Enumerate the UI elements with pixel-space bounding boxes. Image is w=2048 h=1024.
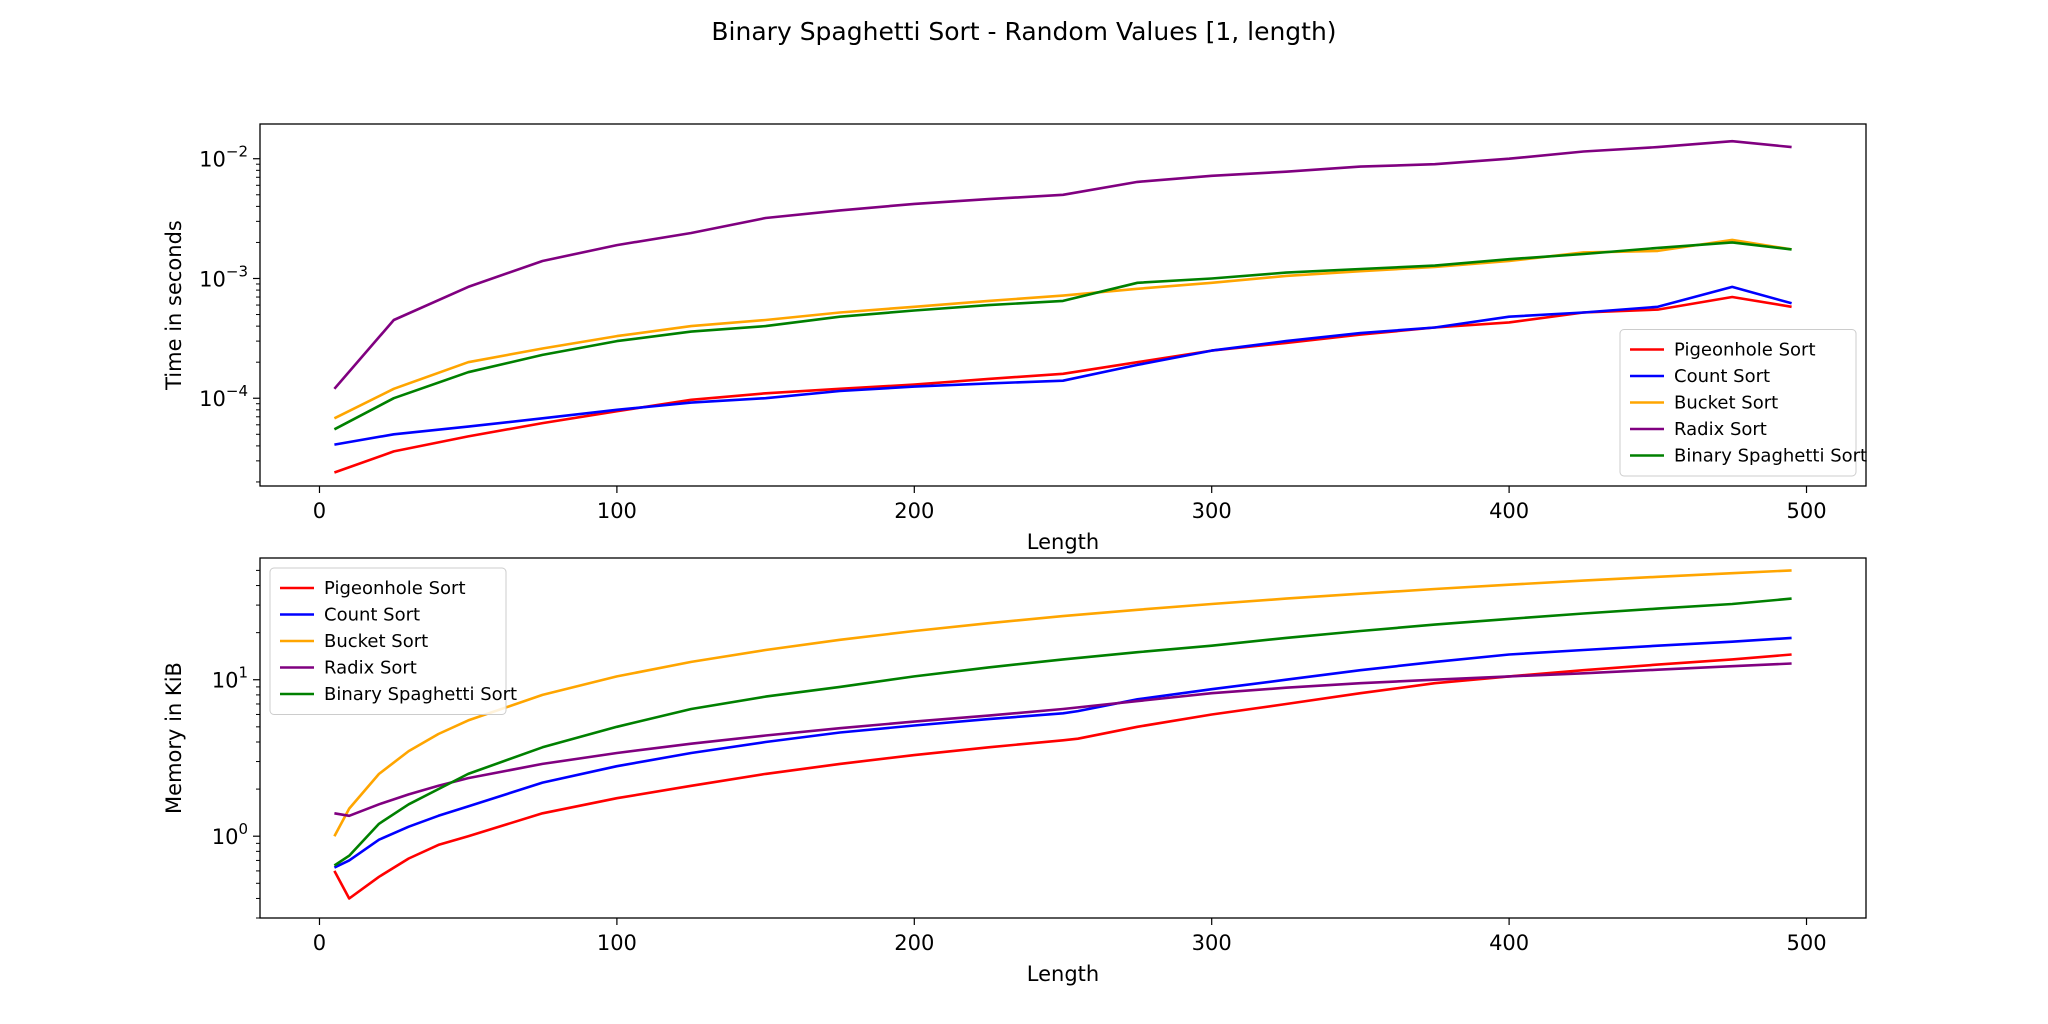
legend-label: Count Sort: [324, 605, 420, 626]
legend-entry: Bucket Sort: [1630, 393, 1778, 414]
y-tick-base: 10: [199, 387, 226, 411]
minor-ticks: [256, 569, 260, 919]
series-line-count-sort: [333, 636, 1792, 869]
y-tick-label: 10−4: [199, 382, 248, 411]
x-tick-label: 300: [1192, 931, 1232, 955]
series-line-count-sort: [334, 285, 1792, 446]
y-axis-label: Memory in KiB: [162, 662, 186, 814]
series-lines: [333, 139, 1792, 474]
legend-label: Count Sort: [1674, 366, 1770, 387]
x-tick-label: 100: [597, 931, 637, 955]
legend-entry: Radix Sort: [280, 658, 417, 679]
legend-entry: Bucket Sort: [280, 631, 428, 652]
x-tick-label: 400: [1489, 931, 1529, 955]
series-line-bucket-sort: [333, 569, 1792, 837]
y-tick-exponent: −4: [226, 382, 248, 400]
x-tick-label: 300: [1192, 499, 1232, 523]
x-tick-label: 500: [1786, 499, 1826, 523]
minor-ticks: [256, 163, 260, 483]
legend-label: Pigeonhole Sort: [1674, 340, 1816, 361]
figure-title: Binary Spaghetti Sort - Random Values [1…: [711, 17, 1336, 46]
legend-label: Binary Spaghetti Sort: [324, 684, 517, 705]
series-line-radix-sort: [333, 139, 1792, 390]
y-axis-label: Time in seconds: [162, 220, 186, 391]
y-tick-base: 10: [212, 825, 239, 849]
x-axis-label: Length: [1027, 530, 1099, 554]
x-tick-label: 200: [894, 499, 934, 523]
legend-entry: Binary Spaghetti Sort: [280, 684, 517, 705]
y-tick-exponent: −3: [226, 262, 248, 280]
series-line-radix-sort: [334, 662, 1792, 818]
x-tick-label: 0: [313, 499, 326, 523]
legend-label: Bucket Sort: [324, 631, 428, 652]
legend-label: Binary Spaghetti Sort: [1674, 446, 1867, 467]
x-tick-label: 400: [1489, 499, 1529, 523]
series-line-pigeonhole-sort: [333, 295, 1792, 474]
y-tick-exponent: 0: [238, 820, 248, 838]
legend-entry: Pigeonhole Sort: [280, 578, 466, 599]
x-axis-label: Length: [1027, 962, 1099, 986]
x-tick-label: 0: [313, 931, 326, 955]
legend-entry: Count Sort: [1630, 366, 1770, 387]
series-line-binary-spaghetti-sort: [333, 597, 1792, 867]
series-lines: [333, 569, 1792, 900]
legend: Pigeonhole Sort Count Sort Bucket Sort Radi…: [269, 567, 517, 715]
legend-entry: Radix Sort: [1630, 419, 1767, 440]
x-tick-label: 500: [1786, 931, 1826, 955]
y-tick-exponent: 1: [238, 664, 248, 682]
x-tick-label: 200: [894, 931, 934, 955]
axes-frame: [259, 557, 1867, 919]
legend-box: [1619, 329, 1857, 477]
legend-label: Radix Sort: [1674, 419, 1767, 440]
legend-entry: Count Sort: [280, 605, 420, 626]
legend-label: Radix Sort: [324, 658, 417, 679]
y-tick-label: 100: [212, 820, 248, 849]
y-tick-exponent: −2: [226, 143, 248, 161]
y-tick-label: 10−2: [199, 143, 248, 172]
axes-frame: [259, 123, 1867, 487]
y-tick-base: 10: [199, 267, 226, 291]
y-tick-label: 10−3: [199, 262, 248, 291]
legend-label: Pigeonhole Sort: [324, 578, 466, 599]
legend-label: Bucket Sort: [1674, 393, 1778, 414]
legend-entry: Binary Spaghetti Sort: [1630, 446, 1867, 467]
legend-box: [269, 567, 507, 715]
series-line-binary-spaghetti-sort: [333, 241, 1792, 431]
legend: Pigeonhole Sort Count Sort Bucket Sort Radi…: [1619, 329, 1867, 477]
y-tick-base: 10: [199, 148, 226, 172]
y-tick-base: 10: [212, 669, 239, 693]
y-tick-label: 101: [212, 664, 248, 693]
legend-entry: Pigeonhole Sort: [1630, 340, 1816, 361]
x-tick-label: 100: [597, 499, 637, 523]
